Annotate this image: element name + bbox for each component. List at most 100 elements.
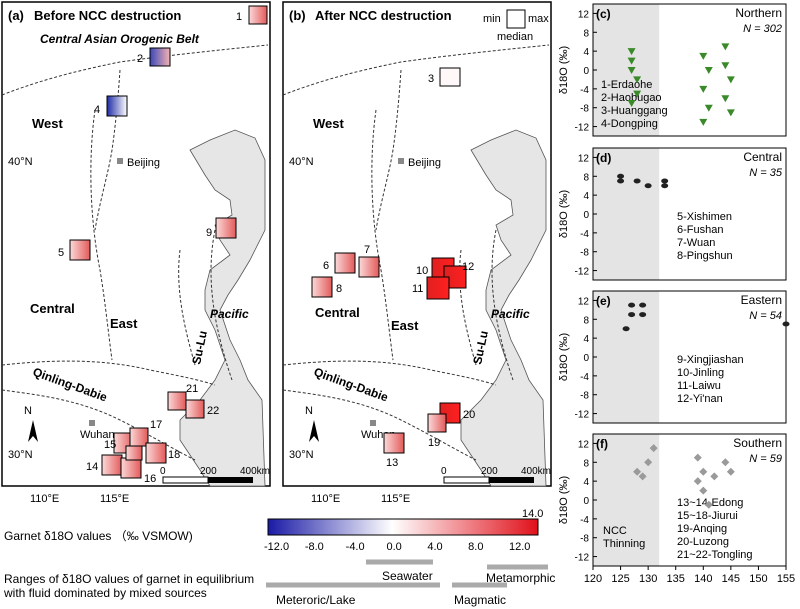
data-point	[693, 477, 702, 486]
y-tick-label: 4	[583, 191, 589, 202]
y-tick-label: -4	[580, 229, 589, 240]
site-box-22	[185, 399, 205, 419]
scatter-panel-label: (e)	[596, 294, 611, 308]
site-box-17	[129, 427, 149, 447]
data-point	[627, 48, 636, 56]
y-tick-label: 4	[583, 334, 589, 345]
data-point	[633, 178, 641, 184]
y-tick-label: -8	[580, 104, 589, 115]
site-label-5: 5	[58, 247, 64, 259]
beijing-marker-a	[117, 158, 123, 164]
site-label-1: 1	[236, 11, 242, 23]
data-point	[726, 467, 735, 476]
data-point	[633, 90, 642, 98]
colorbar-tick: 4.0	[427, 541, 442, 553]
north-label-a: N	[24, 405, 32, 417]
thinning-zone	[593, 434, 660, 566]
data-point	[782, 321, 790, 327]
thinning-zone	[593, 291, 660, 423]
lon110-b: 110°E	[311, 493, 340, 505]
data-point	[721, 458, 730, 467]
region-central-a: Central	[30, 301, 75, 316]
y-tick-label: 0	[583, 353, 589, 364]
scatter-panel-label: (f)	[596, 437, 608, 451]
panel-a-title: Before NCC destruction	[34, 8, 181, 23]
data-point	[699, 85, 708, 93]
scatter-panel-e: 12 8 4 0 -4 -8 -12 δ18O (‰) (e) Eastern N = 54 9-Xi…	[558, 290, 790, 424]
y-tick-label: 8	[583, 28, 589, 39]
x-tick-label: 140	[694, 573, 712, 585]
data-point	[699, 52, 708, 60]
data-point	[622, 326, 630, 332]
site-box-6	[334, 252, 356, 274]
y-tick-label: 12	[578, 296, 590, 307]
colorbar-tick: -4.0	[346, 541, 365, 553]
y-tick-label: 0	[583, 496, 589, 507]
y-tick-label: -4	[580, 372, 589, 383]
data-point	[704, 500, 713, 509]
y-tick-label: -8	[580, 248, 589, 259]
thinning-label: Thinning	[603, 538, 645, 550]
site-label-21: 21	[186, 383, 198, 395]
site-box-3	[439, 67, 461, 87]
seawater-label: Seawater	[382, 569, 433, 583]
y-axis-label: δ18O (‰)	[558, 333, 570, 381]
colorbar-tick: 0.0	[387, 541, 402, 553]
svg-text:min: min	[483, 13, 501, 25]
site-name: 11-Laiwu	[677, 380, 721, 392]
svg-text:200: 200	[200, 466, 217, 477]
site-box-16	[120, 457, 142, 479]
metamorphic-label: Metamorphic	[486, 571, 555, 585]
site-label-4: 4	[94, 104, 100, 116]
pacific-label-a: Pacific	[210, 307, 249, 321]
panel-a-subtitle: Central Asian Orogenic Belt	[40, 32, 200, 46]
y-tick-label: 8	[583, 315, 589, 326]
site-label-15: 15	[104, 439, 116, 451]
svg-text:400km: 400km	[521, 466, 551, 477]
data-point	[644, 458, 653, 467]
data-point	[726, 76, 735, 84]
svg-text:200: 200	[481, 466, 498, 477]
data-point	[628, 302, 636, 308]
data-point	[633, 467, 642, 476]
north-label-b: N	[305, 405, 313, 417]
site-label-2: 2	[137, 53, 143, 65]
x-tick-label: 125	[611, 573, 629, 585]
site-label-11: 11	[412, 283, 423, 295]
site-name: 10-Jinling	[677, 367, 724, 379]
site-name: 19-Anqing	[677, 523, 727, 535]
y-axis-label: δ18O (‰)	[558, 46, 570, 94]
site-box-4	[106, 95, 128, 117]
beijing-label-b: Beijing	[408, 157, 441, 169]
thinning-zone	[593, 4, 660, 136]
ranges-caption-1: Ranges of δ18O values of garnet in equil…	[4, 572, 254, 586]
y-tick-label: -12	[575, 267, 590, 278]
scale-bar-a: 0 200 400km	[160, 466, 270, 484]
north-arrow-icon	[28, 420, 38, 442]
y-tick-label: 12	[578, 9, 590, 20]
site-box-7	[358, 256, 380, 278]
lat40-b: 40°N	[289, 156, 314, 168]
site-label-13: 13	[386, 457, 398, 469]
colorbar-tick: -12.0	[264, 541, 289, 553]
wuhan-marker-b	[370, 420, 376, 426]
x-tick-label: 155	[777, 573, 795, 585]
site-box-1	[248, 5, 268, 25]
svg-text:0: 0	[441, 466, 447, 477]
lat30-a: 30°N	[8, 449, 33, 461]
lon110-a: 110°E	[30, 493, 59, 505]
region-west-b: West	[313, 116, 344, 131]
site-label-6: 6	[323, 260, 329, 272]
meteoric-label: Meteroric/Lake	[276, 593, 356, 607]
site-box-9	[215, 217, 237, 239]
site-name: 21~22-Tongling	[677, 549, 753, 561]
y-tick-label: 4	[583, 477, 589, 488]
n-count: N = 54	[749, 310, 782, 322]
wuhan-label-a: Wuhan	[80, 429, 115, 441]
site-label-16: 16	[144, 473, 156, 485]
y-tick-label: 8	[583, 458, 589, 469]
y-tick-label: -12	[575, 410, 590, 421]
y-tick-label: 4	[583, 47, 589, 58]
colorbar: Garnet δ18O values （‰ VSMOW) 14.0 -12.0-…	[4, 508, 543, 553]
y-tick-label: -8	[580, 534, 589, 545]
